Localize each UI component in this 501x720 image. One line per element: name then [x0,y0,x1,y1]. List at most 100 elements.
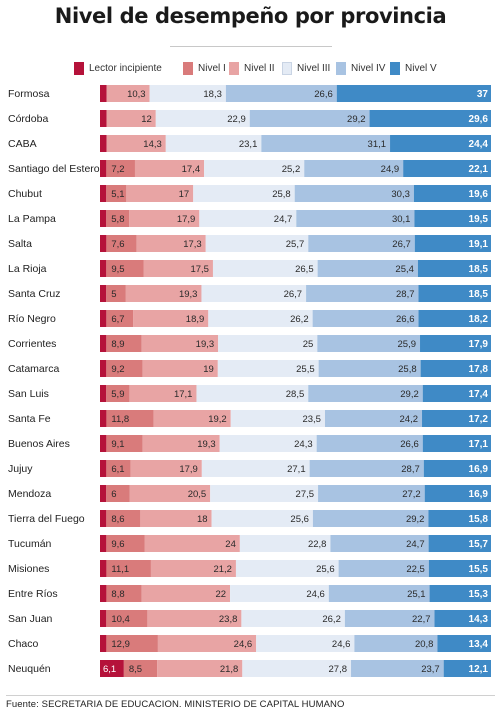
data-label-corrientes-nivel-iv: 25,9 [398,339,417,350]
bar-chubut-lector-incipiente [100,185,107,202]
bar-chaco-nivel-i [106,635,158,652]
data-label-tierra-del-fuego-nivel-iv: 29,2 [406,514,425,525]
data-label-neuquen-nivel-iii: 27,8 [329,664,348,675]
data-label-santa-cruz-nivel-iv: 28,7 [396,289,415,300]
data-label-cordoba-nivel-ii: 12 [141,114,152,125]
bar-caba-nivel-iii [165,135,262,152]
bar-tucuman-lector-incipiente [100,535,107,552]
legend-item-lector-incipiente: Lector incipiente [74,60,162,76]
data-label-san-luis-nivel-i: 5,9 [111,389,124,400]
bar-santa-fe-nivel-v [422,410,491,427]
bar-catamarca-nivel-i [106,360,143,377]
category-label-salta: Salta [8,238,32,250]
data-label-neuquen-nivel-v: 12,1 [469,664,489,675]
bar-cordoba-nivel-iv [249,110,370,127]
data-label-entre-rios-nivel-v: 15,3 [469,589,489,600]
data-label-san-juan-nivel-v: 14,3 [469,614,489,625]
legend-item-nivel-ii: Nivel II [229,60,275,76]
legend-item-nivel-i: Nivel I [183,60,226,76]
legend-swatch [390,61,400,75]
bar-chubut-nivel-iii [193,185,295,202]
bar-formosa-nivel-iii [149,85,226,102]
bar-la-pampa-nivel-ii [129,210,200,227]
bar-salta-nivel-v [414,235,491,252]
bar-formosa-nivel-v [336,85,491,102]
bar-misiones-nivel-iii [235,560,339,577]
data-label-neuquen-nivel-ii: 21,8 [220,664,239,675]
data-label-san-luis-nivel-iv: 29,2 [400,389,419,400]
data-label-salta-nivel-iii: 25,7 [286,239,305,250]
bar-rio-negro-lector-incipiente [100,310,107,327]
data-label-la-rioja-nivel-i: 9,5 [111,264,124,275]
bar-neuquen-nivel-iv [351,660,444,677]
bar-salta-lector-incipiente [100,235,107,252]
bar-rio-negro-nivel-ii [133,310,209,327]
bar-mendoza-nivel-iii [210,485,319,502]
data-label-rio-negro-nivel-iv: 26,6 [396,314,415,325]
data-label-misiones-nivel-i: 11,1 [111,564,129,575]
bar-santa-cruz-nivel-i [106,285,126,302]
data-label-chubut-nivel-ii: 17 [179,189,190,200]
bar-jujuy-lector-incipiente [100,460,107,477]
category-label-buenos-aires: Buenos Aires [8,438,70,450]
bar-jujuy-nivel-v [423,460,491,477]
data-label-jujuy-nivel-ii: 17,9 [179,464,198,475]
data-label-rio-negro-nivel-ii: 18,9 [186,314,205,325]
data-label-chubut-nivel-i: 5,1 [111,189,124,200]
data-label-san-juan-nivel-i: 10,4 [111,614,130,625]
data-label-salta-nivel-v: 19,1 [469,239,489,250]
data-label-catamarca-nivel-iii: 25,5 [296,364,315,375]
data-label-caba-nivel-iii: 23,1 [239,139,258,150]
bar-misiones-lector-incipiente [100,560,107,577]
category-label-cordoba: Córdoba [8,113,48,125]
bar-san-luis-lector-incipiente [100,385,107,402]
data-label-caba-nivel-iv: 31,1 [368,139,387,150]
bar-la-pampa-nivel-v [414,210,491,227]
data-label-buenos-aires-nivel-iii: 24,3 [294,439,313,450]
bar-corrientes-nivel-ii [141,335,219,352]
bar-san-juan-nivel-iv [344,610,435,627]
category-label-entre-rios: Entre Ríos [8,588,58,600]
bar-entre-rios-nivel-iv [328,585,430,602]
bar-rio-negro-nivel-iv [312,310,419,327]
data-label-buenos-aires-nivel-i: 9,1 [111,439,124,450]
data-label-salta-nivel-iv: 26,7 [392,239,411,250]
bar-jujuy-nivel-iv [309,460,424,477]
bar-santa-cruz-nivel-v [418,285,491,302]
bar-tucuman-nivel-ii [144,535,240,552]
category-label-santiago-del-estero: Santiago del Estero [8,163,100,175]
data-label-jujuy-nivel-v: 16,9 [469,464,489,475]
category-label-santa-fe: Santa Fe [8,413,51,425]
bar-la-rioja-nivel-v [417,260,491,277]
bar-mendoza-nivel-i [106,485,130,502]
bar-san-juan-nivel-i [106,610,148,627]
bar-rio-negro-nivel-v [418,310,491,327]
bar-chubut-nivel-ii [126,185,194,202]
legend-swatch [336,61,346,75]
bar-salta-nivel-iv [308,235,415,252]
data-label-neuquen-nivel-iv: 23,7 [421,664,440,675]
bar-santa-fe-lector-incipiente [100,410,107,427]
data-label-formosa-nivel-iii: 18,3 [203,89,222,100]
bar-salta-nivel-iii [205,235,309,252]
data-label-cordoba-nivel-v: 29,6 [469,114,489,125]
legend-label: Nivel III [297,62,331,74]
bar-salta-nivel-ii [136,235,206,252]
data-label-santiago-del-estero-nivel-iii: 25,2 [282,164,301,175]
bar-santa-cruz-lector-incipiente [100,285,107,302]
bar-corrientes-lector-incipiente [100,335,107,352]
data-label-tucuman-nivel-iv: 24,7 [406,539,425,550]
bar-san-luis-nivel-i [106,385,130,402]
bar-santa-cruz-nivel-iii [201,285,307,302]
bar-mendoza-nivel-ii [129,485,211,502]
data-label-rio-negro-nivel-i: 6,7 [111,314,124,325]
bar-catamarca-nivel-ii [142,360,218,377]
bar-catamarca-nivel-iii [217,360,319,377]
data-label-tucuman-nivel-iii: 22,8 [308,539,327,550]
data-label-la-rioja-nivel-v: 18,5 [469,264,489,275]
data-label-misiones-nivel-iii: 25,6 [316,564,335,575]
bar-caba-nivel-v [390,135,491,152]
category-label-mendoza: Mendoza [8,488,51,500]
data-label-entre-rios-nivel-iii: 24,6 [306,589,325,600]
title-divider [170,46,332,47]
